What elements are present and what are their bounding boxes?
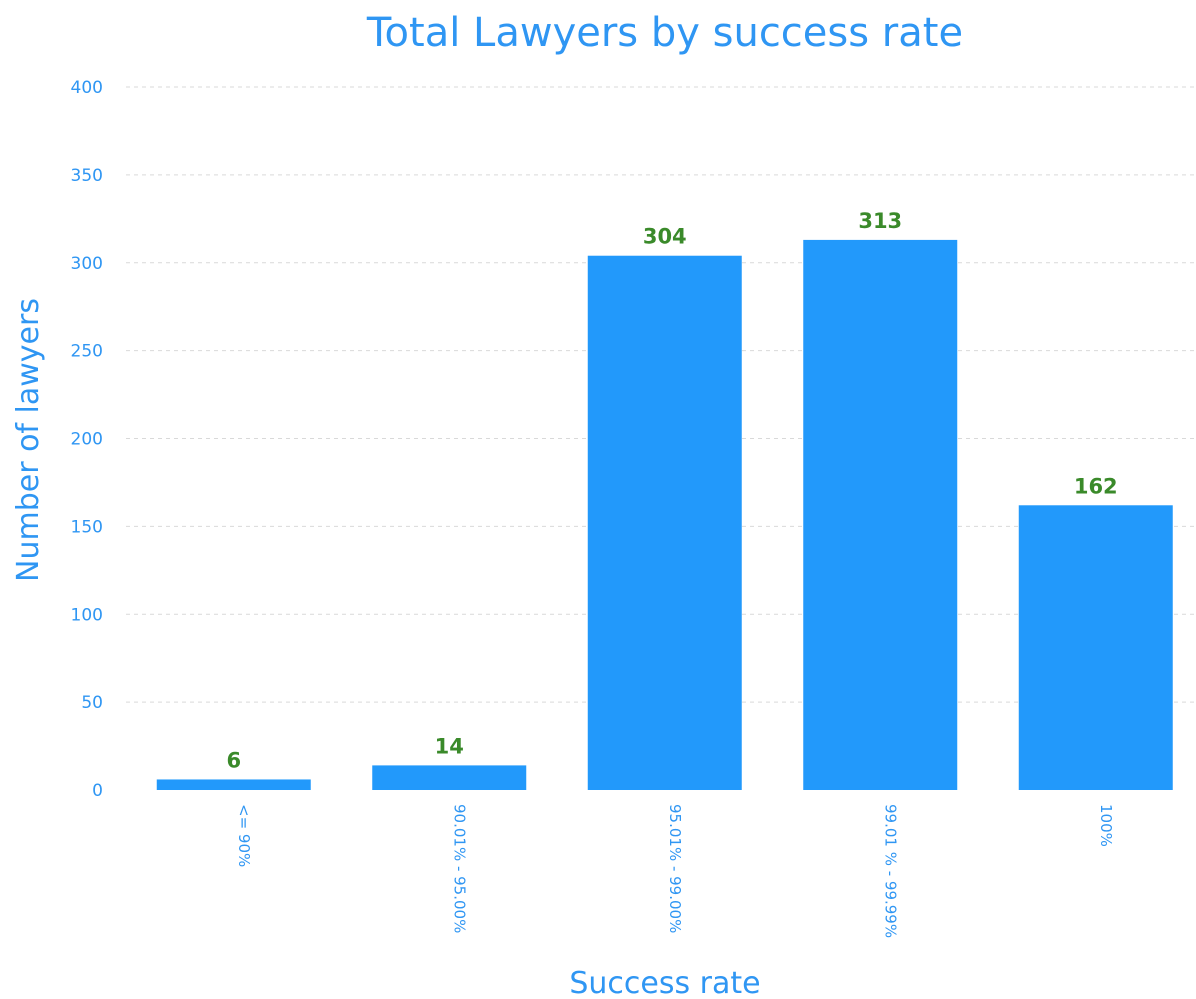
y-tick-label: 400 (71, 78, 103, 98)
y-tick-label: 300 (71, 254, 103, 274)
x-tick-label: 90.01% - 95.00% (450, 804, 468, 933)
y-tick-label: 50 (81, 693, 103, 713)
x-tick-label: 99.01 % - 99.99% (881, 804, 899, 938)
y-tick-label: 200 (71, 430, 103, 450)
x-tick-label: 95.01% - 99.00% (666, 804, 684, 933)
bar (587, 255, 742, 791)
x-axis-title: Success rate (569, 966, 760, 999)
y-tick-label: 350 (71, 166, 103, 186)
data-label: 304 (643, 225, 687, 249)
data-label: 14 (435, 734, 464, 758)
x-tick-label: <= 90% (235, 804, 253, 867)
x-axis-ticks: <= 90% 90.01% - 95.00% 95.01% - 99.00% 99.0… (235, 804, 1115, 938)
data-labels: 6 14 304 313 162 (226, 209, 1117, 773)
bar (803, 239, 958, 791)
y-tick-label: 150 (71, 517, 103, 537)
gridlines (126, 86, 1196, 703)
y-axis-ticks: 0 50 100 150 200 250 300 350 400 (71, 78, 103, 801)
data-label: 313 (858, 209, 902, 233)
bar (156, 779, 311, 790)
y-axis-title: Number of lawyers (11, 298, 46, 582)
bar (1018, 505, 1173, 790)
y-tick-label: 0 (92, 781, 103, 801)
data-label: 162 (1074, 474, 1118, 498)
chart-title: Total Lawyers by success rate (366, 10, 963, 56)
y-tick-label: 100 (71, 605, 103, 625)
x-tick-label: 100% (1097, 804, 1115, 847)
data-label: 6 (226, 748, 241, 772)
y-tick-label: 250 (71, 342, 103, 362)
bar (372, 765, 527, 790)
bars (156, 239, 1173, 791)
